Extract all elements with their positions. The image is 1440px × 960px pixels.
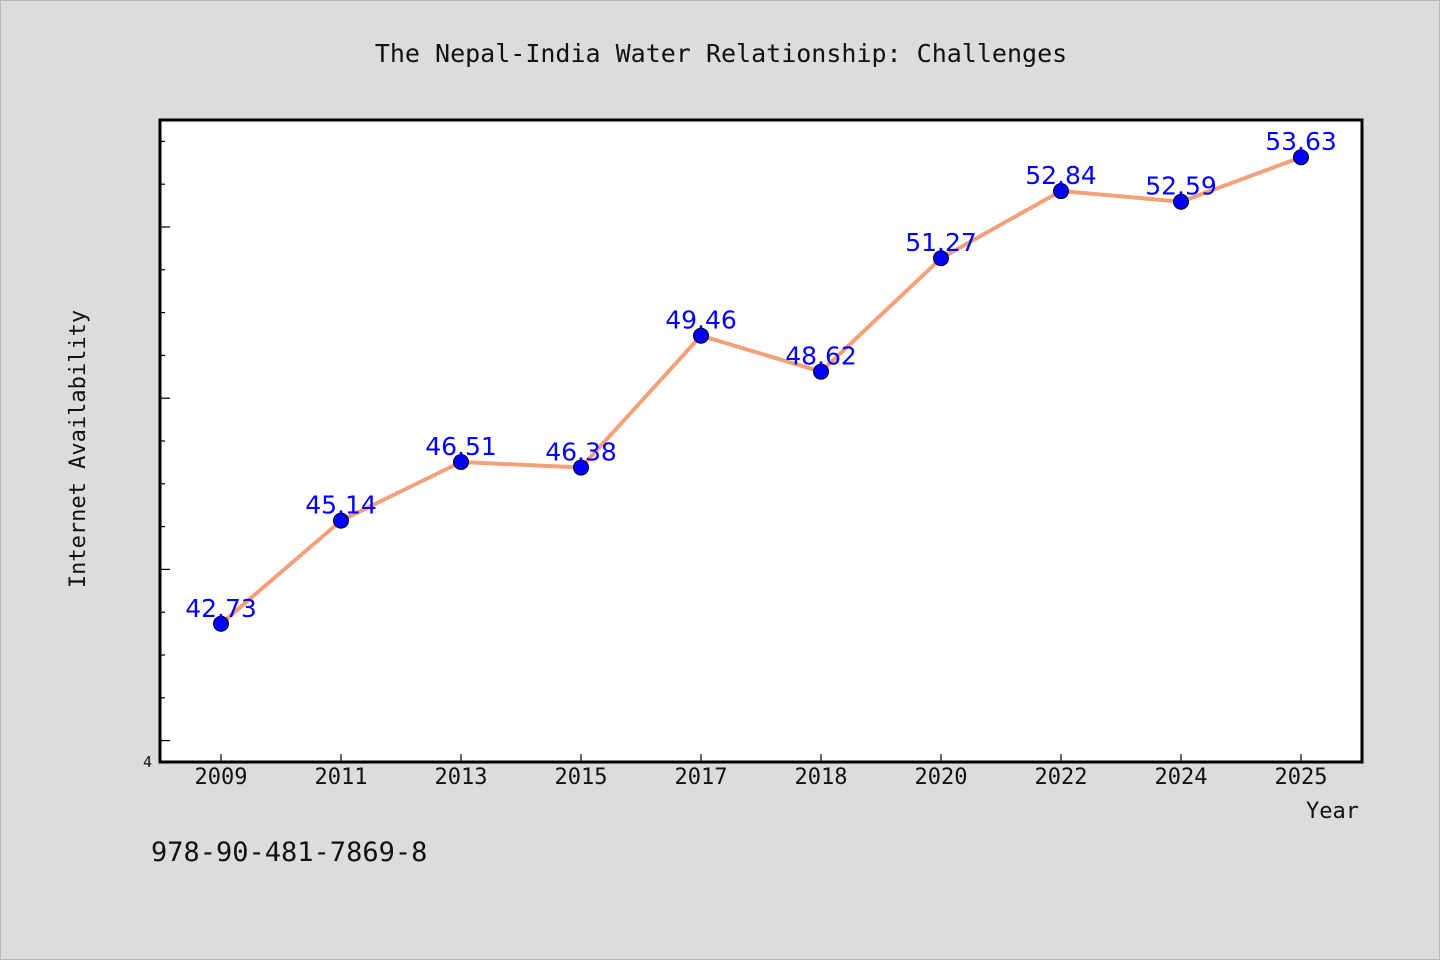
x-tick-label: 2015 <box>555 765 608 790</box>
x-tick-label: 2009 <box>195 765 248 790</box>
data-labels-layer: 42.73 45.14 46.51 46.38 49.46 48.62 51.27 52.84… <box>185 127 1337 623</box>
x-tick-label: 2020 <box>915 765 968 790</box>
data-label: 52.59 <box>1145 172 1217 201</box>
x-tick-label: 2018 <box>795 765 848 790</box>
x-axis-ticks: 2009 2011 2013 2015 2017 2018 2020 2022 2024 2025 <box>195 754 1328 790</box>
data-point <box>1173 193 1189 210</box>
chart-title: The Nepal-India Water Relationship: Chal… <box>375 39 1067 68</box>
data-label: 46.38 <box>545 438 617 467</box>
data-point <box>213 615 229 632</box>
data-label: 52.84 <box>1025 161 1097 190</box>
data-point <box>813 363 829 380</box>
data-point <box>1053 183 1069 200</box>
y-axis-label: Internet Availability <box>66 310 91 588</box>
series-line <box>219 155 1303 626</box>
data-point <box>933 250 949 267</box>
data-point <box>333 512 349 529</box>
data-label: 51.27 <box>905 228 977 257</box>
series-layer <box>213 149 1309 632</box>
y-tick-label: 4 <box>143 753 152 771</box>
data-point <box>453 453 469 470</box>
x-tick-label: 2022 <box>1035 765 1088 790</box>
y-axis-ticks <box>160 140 170 742</box>
x-tick-label: 2024 <box>1155 765 1208 790</box>
data-label: 53.63 <box>1265 127 1337 156</box>
data-label: 42.73 <box>185 594 257 623</box>
x-tick-label: 2017 <box>675 765 728 790</box>
x-axis-label: Year <box>1306 799 1359 824</box>
plot-area <box>158 118 1364 764</box>
x-tick-label: 2025 <box>1275 765 1328 790</box>
data-point <box>1293 149 1309 166</box>
data-label: 45.14 <box>305 491 377 520</box>
data-label: 48.62 <box>785 342 857 371</box>
data-label: 46.51 <box>425 432 497 461</box>
isbn-text: 978-90-481-7869-8 <box>151 837 428 868</box>
data-point <box>573 459 589 476</box>
x-tick-label: 2013 <box>435 765 488 790</box>
data-label: 49.46 <box>665 306 737 335</box>
data-point <box>693 327 709 344</box>
x-tick-label: 2011 <box>315 765 368 790</box>
